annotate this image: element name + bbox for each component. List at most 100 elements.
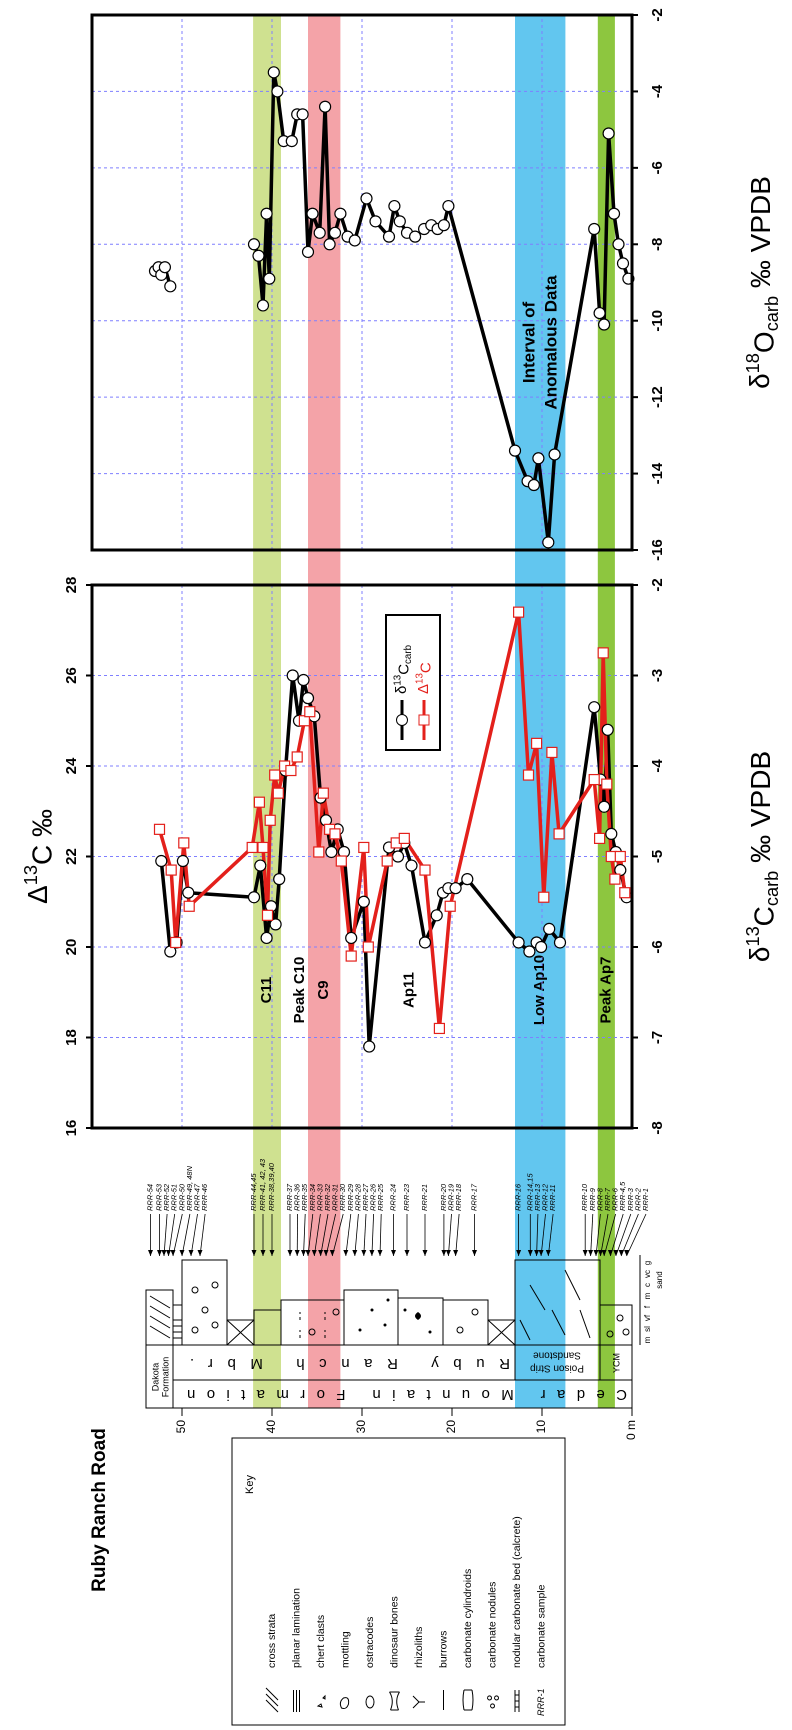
sample-arrow [313, 1213, 321, 1257]
key-label: dinosaur bones [388, 1596, 400, 1668]
sample-label: RRR-8 [595, 1187, 604, 1211]
key-label: planar lamination [290, 1588, 302, 1668]
data-circle [391, 850, 405, 863]
x2-axis-title: Δ13C ‰ [21, 809, 58, 904]
x-tick-label: -6 [649, 161, 666, 174]
data-circle [512, 936, 525, 949]
sample-label: RRR-32 [323, 1183, 332, 1211]
data-square [597, 647, 609, 659]
data-circle [363, 1040, 376, 1053]
sample-label: RRR-13 [533, 1183, 542, 1211]
data-square [362, 941, 374, 953]
data-square [538, 891, 550, 903]
sample-arrowhead [157, 1250, 162, 1256]
poison-strip-label: Poison Strip [530, 1362, 584, 1373]
annotation: Interval of [520, 302, 539, 384]
sample-label: RRR-31 [331, 1184, 340, 1211]
x-axis-title-part: ‰ VPDB [745, 176, 776, 296]
sample-arrowhead [269, 1250, 275, 1256]
data-circle [405, 859, 418, 872]
sample-arrow [448, 1213, 452, 1257]
sample-label: RRR-47 [192, 1183, 201, 1211]
data-square [253, 796, 265, 808]
data-circle [247, 891, 261, 904]
data-circle [607, 207, 621, 220]
annotation: Peak C10 [291, 957, 308, 1024]
x2-axis-title-part: Δ [22, 885, 53, 904]
data-circle [593, 306, 606, 320]
sample-arrowhead [318, 1250, 324, 1256]
data-square [264, 814, 276, 826]
plot-frame [90, 583, 634, 1130]
data-circle [602, 127, 615, 140]
data-circle [588, 222, 601, 236]
x-axis-title-part: C [749, 906, 780, 926]
data-square [433, 1022, 445, 1035]
data-circle [461, 873, 474, 886]
data-circle [164, 280, 177, 293]
key-icon [462, 1689, 474, 1711]
data-circle [357, 895, 370, 908]
x-tick-label: -8 [649, 238, 666, 251]
data-circle [285, 135, 298, 148]
data-square [553, 828, 565, 840]
data-circle [393, 215, 406, 228]
sample-label: RRR-37 [285, 1183, 294, 1211]
data-circle [296, 108, 309, 121]
sample-arrowhead [598, 1250, 603, 1256]
sample-label: RRR-38,39,40 [267, 1162, 276, 1211]
x-axis-title-part: carb [762, 871, 782, 906]
data-circle [269, 918, 282, 931]
sample-label: RRR-20 [439, 1183, 448, 1211]
data-square [381, 855, 393, 867]
plot-frame [90, 13, 634, 552]
sample-arrowhead [323, 1250, 329, 1256]
x-axis-title: δ18Ocarb ‰ VPDB [743, 176, 782, 389]
key-label: rhizoliths [413, 1627, 425, 1668]
sample-arrowhead [361, 1250, 367, 1256]
sample-arrowhead [445, 1250, 451, 1256]
sample-arrowhead [377, 1250, 383, 1256]
key-icon [389, 1691, 400, 1711]
data-circle [588, 701, 601, 714]
sample-label: RRR-30 [338, 1183, 347, 1211]
data-square [619, 887, 631, 899]
sample-arrowhead [441, 1250, 447, 1256]
data-circle [542, 536, 555, 549]
sample-arrow [303, 1213, 306, 1257]
data-circle [382, 230, 396, 243]
key-icon [365, 1695, 375, 1709]
x-tick-label: -3 [649, 669, 666, 682]
sample-label: RRR-52 [162, 1183, 171, 1211]
key-label: cross strata [266, 1614, 278, 1668]
data-square [304, 706, 316, 718]
data-circle [442, 199, 455, 213]
sample-arrow [331, 1213, 344, 1257]
height-tick-label: 20 [444, 1420, 458, 1434]
height-tick-label: 0 m [624, 1420, 638, 1440]
sample-label: RRR-9 [588, 1187, 597, 1211]
sample-label: RRR-29 [346, 1183, 355, 1211]
data-square [257, 841, 269, 854]
sample-label: RRR-36 [293, 1183, 302, 1211]
data-circle [182, 886, 195, 899]
sample-arrowhead [527, 1250, 533, 1256]
sample-arrow [455, 1213, 460, 1257]
key-box [231, 1437, 566, 1726]
x-tick-label: -2 [649, 578, 666, 591]
data-square [601, 778, 613, 790]
x-tick-label: -16 [649, 539, 666, 561]
data-circle [325, 845, 338, 859]
sample-arrowhead [453, 1250, 459, 1256]
data-circle [263, 272, 276, 285]
data-circle [508, 444, 522, 457]
key-icon [316, 1694, 326, 1708]
sample-label: RRR-7 [603, 1187, 612, 1211]
sample-label: RRR-10 [580, 1183, 589, 1211]
key-label: carbonate nodules [486, 1582, 498, 1668]
data-circle [543, 922, 556, 936]
data-square [261, 909, 274, 921]
x2-tick-label: 20 [63, 939, 80, 956]
sample-arrowhead [369, 1250, 375, 1256]
data-circle [313, 226, 326, 239]
